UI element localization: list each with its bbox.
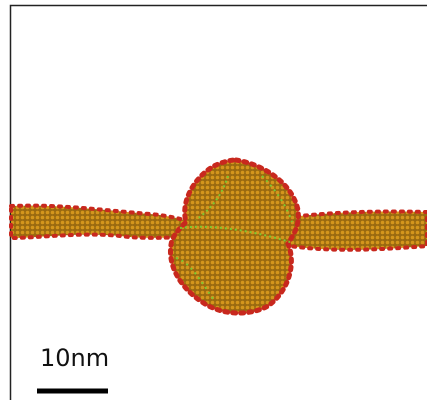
simulation-image: 10nm: [0, 0, 427, 400]
scale-bar-label: 10nm: [40, 344, 109, 372]
page: 10nm (() => { const data = JSON.parse(do…: [0, 0, 427, 400]
